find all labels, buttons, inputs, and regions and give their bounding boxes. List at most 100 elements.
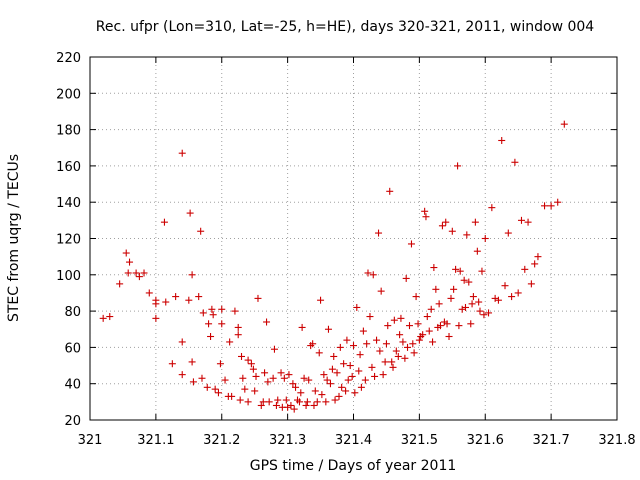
data-point — [436, 322, 444, 330]
data-point — [351, 389, 359, 397]
data-point — [236, 396, 244, 404]
data-point — [390, 316, 398, 324]
data-point — [456, 267, 464, 275]
data-point — [346, 362, 354, 370]
data-point — [396, 331, 404, 339]
data-point — [541, 202, 549, 210]
data-point — [388, 358, 396, 366]
data-point — [386, 187, 394, 195]
data-points — [99, 120, 568, 413]
data-point — [238, 352, 246, 360]
y-tick-label: 220 — [56, 51, 81, 66]
data-point — [438, 222, 446, 230]
data-point — [407, 240, 415, 248]
data-point — [135, 273, 143, 281]
data-point — [504, 229, 512, 237]
data-point — [384, 322, 392, 330]
data-point — [185, 296, 193, 304]
data-point — [447, 294, 455, 302]
data-point — [99, 314, 107, 322]
data-point — [376, 347, 384, 355]
data-point — [350, 342, 357, 350]
data-point — [323, 376, 331, 384]
x-tick-label: 321.6 — [467, 433, 504, 448]
data-point — [257, 401, 265, 409]
data-point — [478, 267, 486, 275]
data-point — [331, 396, 339, 404]
data-point — [476, 307, 484, 315]
data-point — [356, 351, 364, 359]
data-point — [458, 305, 466, 313]
data-point — [228, 392, 236, 400]
data-point — [247, 360, 255, 368]
data-point — [145, 289, 153, 297]
data-point — [481, 235, 489, 242]
data-point — [475, 298, 483, 306]
data-point — [310, 401, 318, 409]
data-point — [469, 293, 477, 301]
data-point — [277, 369, 285, 377]
data-point — [353, 303, 361, 311]
data-point — [448, 227, 456, 235]
data-point — [375, 229, 383, 237]
data-point — [361, 376, 369, 384]
data-point — [427, 305, 435, 313]
data-point — [409, 340, 417, 348]
data-point — [318, 391, 326, 399]
x-tick-label: 321.1 — [137, 433, 174, 448]
data-point — [402, 274, 410, 282]
data-point — [412, 293, 420, 301]
data-point — [269, 374, 277, 382]
data-point — [364, 269, 372, 277]
data-point — [560, 120, 568, 128]
data-point — [241, 385, 249, 393]
data-point — [531, 260, 539, 268]
data-point — [547, 202, 555, 210]
data-point — [231, 307, 239, 315]
data-point — [491, 294, 499, 302]
data-point — [239, 374, 247, 382]
data-point — [463, 231, 471, 239]
data-point — [450, 285, 458, 293]
data-point — [460, 276, 468, 284]
data-point — [471, 218, 479, 226]
data-point — [473, 247, 481, 255]
data-point — [432, 285, 440, 293]
data-point — [410, 349, 418, 357]
data-point — [249, 365, 257, 373]
data-point — [414, 320, 422, 328]
data-point — [465, 278, 473, 286]
data-point — [297, 389, 305, 397]
data-point — [511, 158, 519, 166]
data-point — [124, 269, 132, 277]
x-tick-label: 321.8 — [598, 433, 635, 448]
data-point — [178, 371, 186, 379]
data-point — [468, 300, 476, 308]
data-point — [415, 336, 423, 344]
data-point — [152, 314, 160, 322]
data-point — [313, 398, 321, 406]
data-point — [333, 369, 341, 377]
data-point — [397, 314, 405, 322]
data-point — [214, 389, 222, 397]
data-point — [377, 287, 385, 295]
data-point — [338, 383, 346, 391]
data-point — [419, 331, 427, 339]
data-point — [355, 367, 363, 375]
data-point — [311, 387, 319, 395]
x-axis-label: GPS time / Days of year 2011 — [250, 458, 457, 474]
data-point — [292, 383, 300, 391]
data-point — [234, 331, 242, 339]
data-point — [534, 253, 542, 261]
data-point — [280, 374, 288, 382]
x-tick-label: 321.4 — [335, 433, 372, 448]
data-point — [298, 323, 306, 331]
data-point — [480, 311, 488, 319]
data-point — [508, 293, 516, 301]
data-point — [221, 376, 229, 384]
data-point — [425, 327, 433, 335]
data-point — [404, 343, 412, 351]
data-point — [429, 338, 437, 346]
axis-ticks: 321 321.1 321.2 321.3 321.4 321.5 321.6 321.7 32… — [56, 51, 635, 448]
data-point — [461, 303, 469, 311]
